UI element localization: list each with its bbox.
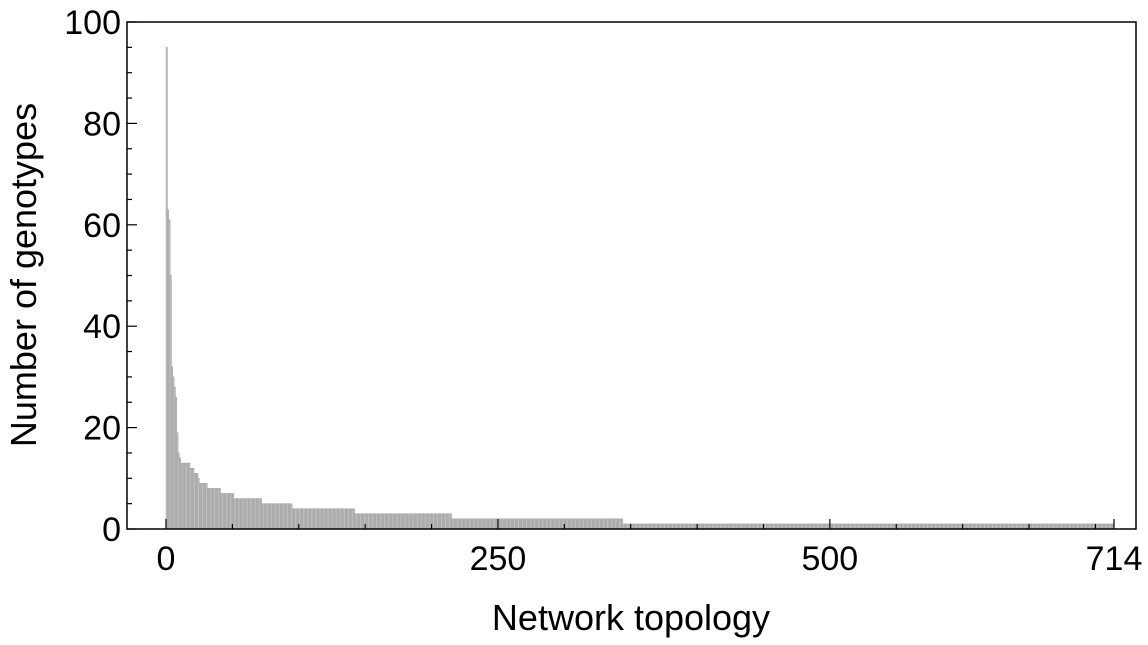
x-tick-label: 250: [470, 540, 527, 578]
x-axis-label: Network topology: [492, 597, 770, 638]
x-tick-label: 714: [1086, 540, 1143, 578]
x-axis: 0 250 500 714: [157, 519, 1143, 578]
y-axis: 0 20 40 60 80 100: [64, 4, 137, 549]
y-axis-label: Number of genotypes: [3, 103, 44, 447]
y-tick-label: 20: [83, 410, 121, 448]
x-tick-label: 500: [801, 540, 858, 578]
y-tick-label: 40: [83, 308, 121, 346]
y-tick-label: 60: [83, 207, 121, 245]
y-tick-label: 0: [102, 511, 121, 549]
y-tick-label: 80: [83, 105, 121, 143]
y-tick-label: 100: [64, 4, 121, 42]
bars-group: [165, 47, 1115, 530]
x-tick-label: 0: [157, 540, 176, 578]
plot-frame: [126, 21, 1137, 530]
